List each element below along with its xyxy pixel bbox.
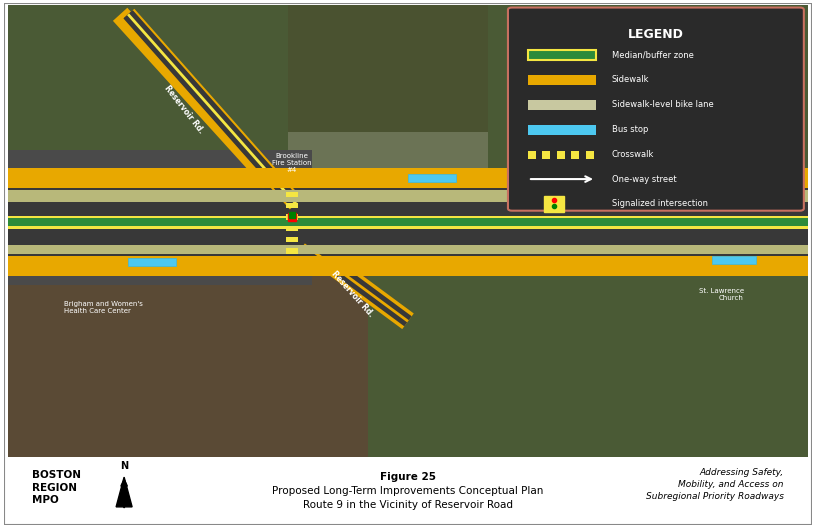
FancyBboxPatch shape <box>571 150 579 159</box>
Text: Reservoir Rd.: Reservoir Rd. <box>329 270 375 319</box>
Bar <box>8 168 808 175</box>
Bar <box>8 191 808 202</box>
Bar <box>712 256 756 263</box>
Bar <box>368 267 808 457</box>
Bar <box>288 5 488 131</box>
Text: Proposed Long-Term Improvements Conceptual Plan: Proposed Long-Term Improvements Conceptu… <box>273 486 543 496</box>
FancyBboxPatch shape <box>0 458 816 524</box>
Bar <box>488 5 808 177</box>
Text: Addressing Safety,
Mobility, and Access on
Subregional Priority Roadways: Addressing Safety, Mobility, and Access … <box>645 468 784 501</box>
Bar <box>8 269 808 276</box>
FancyBboxPatch shape <box>543 150 550 159</box>
FancyBboxPatch shape <box>528 50 596 60</box>
Text: Sidewalk-level bike lane: Sidewalk-level bike lane <box>612 100 714 109</box>
Bar <box>8 216 808 228</box>
Bar <box>8 186 808 258</box>
Text: BOSTON
REGION
MPO: BOSTON REGION MPO <box>32 470 81 505</box>
Bar <box>286 248 299 253</box>
Text: Median/buffer zone: Median/buffer zone <box>612 51 694 60</box>
FancyBboxPatch shape <box>586 150 593 159</box>
Text: St. Lawrence
Church: St. Lawrence Church <box>698 288 744 301</box>
Text: Bus stop: Bus stop <box>612 125 648 134</box>
Text: Brookline
Fire Station
#4: Brookline Fire Station #4 <box>273 153 312 173</box>
Text: Signalized intersection: Signalized intersection <box>612 200 708 209</box>
Text: LEGEND: LEGEND <box>628 28 684 41</box>
FancyBboxPatch shape <box>528 100 596 110</box>
Bar <box>286 237 299 242</box>
Bar <box>286 214 299 220</box>
Bar <box>128 258 176 266</box>
Bar <box>8 5 288 177</box>
Bar <box>712 174 768 182</box>
Text: Reservoir Rd.: Reservoir Rd. <box>162 83 206 135</box>
Bar <box>8 215 808 218</box>
Bar <box>408 174 456 182</box>
Text: Figure 25: Figure 25 <box>380 472 436 482</box>
FancyBboxPatch shape <box>528 150 536 159</box>
Bar <box>8 175 808 188</box>
Polygon shape <box>116 477 132 507</box>
Text: Route 9 in the Vicinity of Reservoir Road: Route 9 in the Vicinity of Reservoir Roa… <box>303 500 513 510</box>
FancyBboxPatch shape <box>528 76 596 85</box>
Text: One-way street: One-way street <box>612 175 676 184</box>
Text: N: N <box>120 461 128 471</box>
FancyBboxPatch shape <box>508 7 804 211</box>
FancyBboxPatch shape <box>544 196 564 212</box>
Bar <box>8 256 808 269</box>
Bar <box>286 192 299 197</box>
Bar <box>8 227 808 229</box>
FancyBboxPatch shape <box>528 125 596 135</box>
Bar <box>8 267 368 457</box>
Text: Brigham and Women's
Health Care Center: Brigham and Women's Health Care Center <box>64 301 143 314</box>
FancyBboxPatch shape <box>557 150 565 159</box>
Bar <box>8 150 312 285</box>
Text: Crosswalk: Crosswalk <box>612 150 654 159</box>
Bar <box>286 225 299 231</box>
Text: Sidewalk: Sidewalk <box>612 76 650 84</box>
Bar <box>8 244 808 253</box>
Bar <box>286 203 299 209</box>
